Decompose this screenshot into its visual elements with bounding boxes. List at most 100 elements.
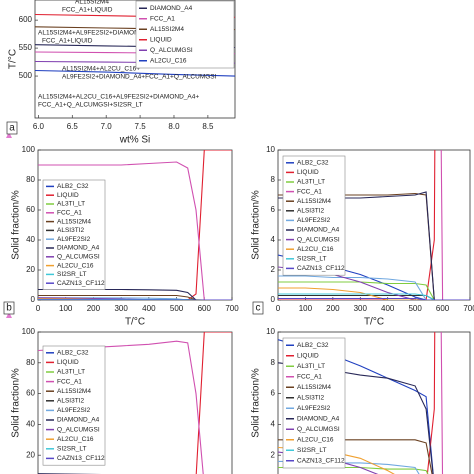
x-tick-label: 200 xyxy=(87,304,101,313)
legend-label: AL9FE2SI2 xyxy=(297,405,331,412)
x-axis-label: T/°C xyxy=(125,317,145,328)
y-axis-label: Solid fraction/% xyxy=(251,368,262,438)
legend-label: ALB2_C32 xyxy=(297,342,329,349)
legend-label: LIQUID xyxy=(57,192,79,199)
x-tick-label: 500 xyxy=(170,304,184,313)
legend-label: DIAMOND_A4 xyxy=(57,417,100,424)
icon xyxy=(6,312,12,318)
annotation: AL15SI2M4+AL2CU_C16+AL9FE2SI2+DIAMOND_A4… xyxy=(38,94,199,101)
legend-label: DIAMOND_A4 xyxy=(57,245,100,252)
series-line xyxy=(278,287,470,300)
annotation: AL15SI2M4+AL9FE2SI2+DIAMOND_A4+ xyxy=(38,30,159,37)
y-axis-label: T/°C xyxy=(8,49,19,69)
legend-label: Q_ALCUMGSI xyxy=(297,236,340,243)
series-line xyxy=(35,69,235,77)
legend-label: LIQUID xyxy=(57,359,79,366)
legend-label: LIQUID xyxy=(150,36,172,43)
legend-label: ALSI3TI2 xyxy=(57,398,84,405)
y-tick-label: 80 xyxy=(26,358,35,367)
x-tick-label: 700 xyxy=(225,304,239,313)
legend-label: Q_ALCUMGSI xyxy=(57,254,100,261)
y-tick-label: 10 xyxy=(266,327,275,336)
y-tick-label: 40 xyxy=(26,420,35,429)
y-tick-label: 2 xyxy=(271,265,276,274)
y-tick-label: 8 xyxy=(271,358,276,367)
x-tick-label: 6.5 xyxy=(67,122,79,131)
x-tick-label: 8.0 xyxy=(168,122,180,131)
legend-label: AL2CU_C16 xyxy=(297,246,334,253)
legend-label: ALB2_C32 xyxy=(57,183,89,190)
legend-label: AL15SI2M4 xyxy=(57,388,91,395)
legend-label: AL15SI2M4 xyxy=(150,26,184,33)
legend-label: CAZN13_CF112 xyxy=(57,280,105,287)
y-tick-label: 4 xyxy=(271,235,276,244)
legend-label: SI2SR_LT xyxy=(297,447,327,454)
legend-label: LIQUID xyxy=(297,352,319,359)
legend-label: AL9FE2SI2 xyxy=(57,236,91,243)
y-tick-label: 60 xyxy=(26,389,35,398)
y-tick-label: 6 xyxy=(271,389,276,398)
y-axis-label: Solid fraction/% xyxy=(11,368,22,438)
y-tick-label: 500 xyxy=(19,71,33,80)
legend-label: DIAMOND_A4 xyxy=(297,415,340,422)
series-line xyxy=(195,332,232,474)
annotation: FCC_A1+LIQUID xyxy=(62,7,113,14)
y-tick-label: 0 xyxy=(271,295,276,304)
legend-label: AL3TI_LT xyxy=(57,201,85,208)
x-tick-label: 400 xyxy=(142,304,156,313)
y-tick-label: 4 xyxy=(271,420,276,429)
panel-label-box xyxy=(6,121,18,135)
panel-label: a xyxy=(9,123,15,134)
legend-label: FCC_A1 xyxy=(150,15,175,22)
y-tick-label: 10 xyxy=(266,145,275,154)
x-tick-label: 100 xyxy=(59,304,73,313)
legend-label: ALSI3TI2 xyxy=(297,208,324,215)
legend-label: ALSI3TI2 xyxy=(297,394,324,401)
legend-label: AL15SI2M4 xyxy=(57,218,91,225)
x-tick-label: 0 xyxy=(276,304,281,313)
y-tick-label: 60 xyxy=(26,205,35,214)
x-tick-label: 7.0 xyxy=(101,122,113,131)
legend-label: FCC_A1 xyxy=(57,210,82,217)
x-tick-label: 200 xyxy=(326,304,340,313)
panel-label: c xyxy=(256,303,261,314)
legend-box xyxy=(42,179,106,290)
y-axis-label: Solid fraction/% xyxy=(251,190,262,260)
annotation: FCC_A1+Q_ALCUMGSI+SI2SR_LT xyxy=(38,102,143,109)
legend-label: AL9FE2SI2 xyxy=(297,217,331,224)
x-tick-label: 500 xyxy=(408,304,422,313)
legend-label: AL3TI_LT xyxy=(297,179,325,186)
panel-label-box xyxy=(3,301,15,315)
series-line xyxy=(38,150,232,300)
x-tick-label: 8.5 xyxy=(202,122,214,131)
legend-label: AL15SI2M4 xyxy=(297,198,331,205)
series-line xyxy=(38,294,232,300)
series-line xyxy=(278,297,470,300)
y-tick-label: 20 xyxy=(26,450,35,459)
legend-label: Q_ALCUMGSI xyxy=(150,47,193,54)
legend-label: AL9FE2SI2 xyxy=(57,407,91,414)
legend-label: ALB2_C32 xyxy=(57,350,89,357)
legend-label: DIAMOND_A4 xyxy=(297,227,340,234)
legend-label: SI2SR_LT xyxy=(57,446,87,453)
legend-label: LIQUID xyxy=(297,169,319,176)
y-tick-label: 80 xyxy=(26,175,35,184)
series-line xyxy=(278,275,470,300)
series-line xyxy=(38,161,232,300)
legend-label: AL2CU_C16 xyxy=(150,57,187,64)
legend-label: CAZN13_CF112 xyxy=(297,265,345,272)
legend-label: AL3TI_LT xyxy=(297,363,325,370)
legend-label: AL2CU_C16 xyxy=(57,262,94,269)
x-axis-label: T/°C xyxy=(364,317,384,328)
legend-label: SI2SR_LT xyxy=(297,256,327,263)
panel-label-box xyxy=(252,301,264,315)
x-tick-label: 700 xyxy=(463,304,474,313)
panel-label: b xyxy=(6,303,12,314)
x-tick-label: 300 xyxy=(114,304,128,313)
legend-label: AL2CU_C16 xyxy=(57,436,94,443)
y-tick-label: 8 xyxy=(271,175,276,184)
legend-label: ALB2_C32 xyxy=(297,160,329,167)
icon xyxy=(6,132,12,138)
y-tick-label: 40 xyxy=(26,235,35,244)
legend-label: FCC_A1 xyxy=(57,378,82,385)
